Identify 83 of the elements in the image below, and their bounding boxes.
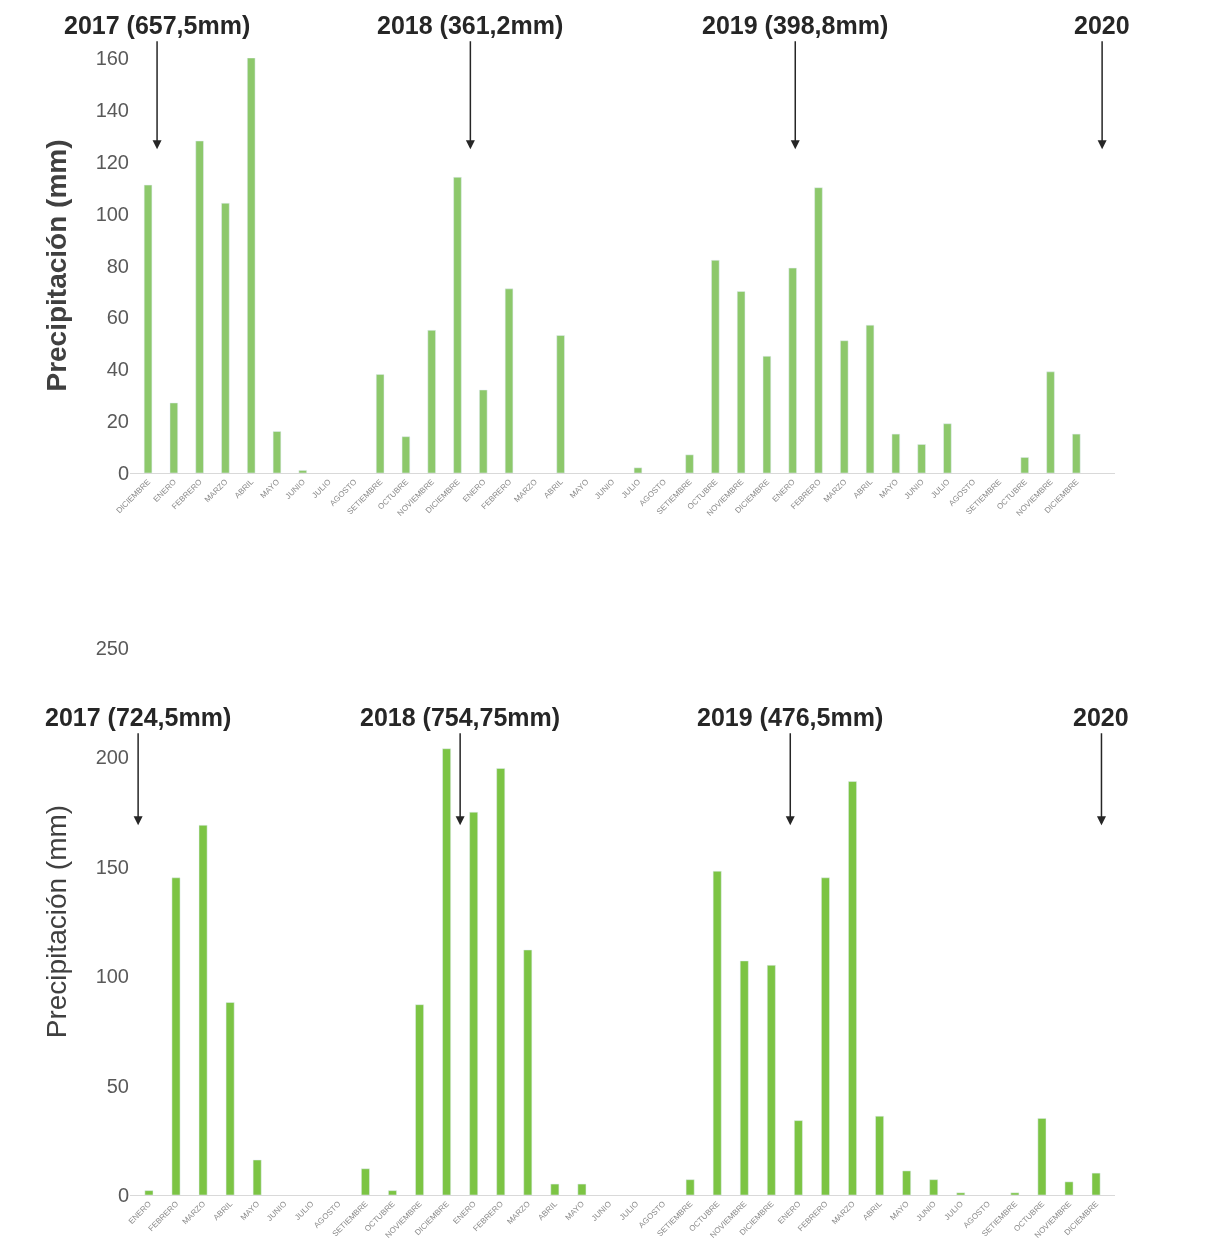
bar <box>523 949 533 1195</box>
bar <box>865 324 875 474</box>
annotation: 2017 (724,5mm) <box>45 703 232 731</box>
bar <box>198 825 208 1195</box>
bar <box>788 267 797 474</box>
bar <box>221 203 230 474</box>
bar <box>550 1183 560 1195</box>
y-tick-label: 0 <box>117 462 129 485</box>
bar <box>496 768 506 1195</box>
bar <box>504 288 514 474</box>
bar <box>144 1190 154 1195</box>
bar <box>929 1179 938 1195</box>
y-tick-label: 40 <box>106 358 129 381</box>
bar <box>252 1159 262 1195</box>
text: 2018 (361,2mm) <box>377 11 564 39</box>
text: 2020 <box>1074 11 1130 39</box>
y-tick-label: 200 <box>95 746 129 769</box>
bar <box>821 877 830 1195</box>
bar <box>401 436 411 474</box>
bar <box>415 1004 424 1195</box>
y-axis-title: Precipitación (mm) <box>41 804 73 1039</box>
bar <box>1064 1181 1074 1195</box>
bar <box>685 1179 695 1195</box>
text: 2017 (657,5mm) <box>64 11 251 39</box>
y-axis-title: Precipitación (mm) <box>41 139 73 392</box>
annotation: 2018 (754,75mm) <box>360 703 561 731</box>
bar <box>956 1192 966 1195</box>
bar <box>1037 1118 1047 1195</box>
annotation: 2019 (476,5mm) <box>697 703 884 731</box>
bar <box>739 960 749 1195</box>
bar <box>767 965 776 1195</box>
bar <box>685 454 694 474</box>
bar <box>225 1002 235 1195</box>
bar <box>711 260 720 474</box>
bar <box>298 470 307 474</box>
bar <box>902 1170 911 1195</box>
bar <box>891 433 900 474</box>
bar <box>943 423 952 474</box>
bar <box>169 402 178 474</box>
bar <box>272 431 282 474</box>
bar <box>453 177 462 474</box>
y-tick-label: 0 <box>117 1184 129 1206</box>
y-tick-label: 60 <box>106 306 129 329</box>
bar <box>762 356 772 474</box>
bar <box>814 187 823 474</box>
y-tick-label: 100 <box>95 202 129 225</box>
bar <box>388 1190 397 1195</box>
y-tick-label: 50 <box>106 1074 129 1097</box>
bar <box>577 1183 587 1195</box>
bar <box>794 1120 803 1195</box>
bar <box>917 444 926 474</box>
bar <box>875 1115 884 1195</box>
bar <box>171 877 181 1195</box>
y-tick-label: 100 <box>95 965 129 988</box>
y-tick-label: 140 <box>95 98 129 121</box>
text: 2019 (398,8mm) <box>702 11 889 39</box>
bar <box>1072 433 1081 474</box>
bar <box>1091 1172 1101 1195</box>
y-tick-label: 20 <box>106 410 129 433</box>
y-tick-label: 150 <box>95 855 129 878</box>
bar <box>361 1168 370 1195</box>
bar <box>427 330 436 474</box>
bar <box>247 58 256 474</box>
bar <box>442 748 451 1195</box>
bar <box>1020 457 1029 474</box>
bar <box>195 140 204 474</box>
y-tick-label: 250 <box>95 637 129 660</box>
bar <box>633 467 643 474</box>
bar <box>469 811 478 1195</box>
y-tick-label: 80 <box>106 254 129 277</box>
annotation: 2020 <box>1073 703 1129 731</box>
bar <box>840 340 849 474</box>
bar <box>1010 1192 1020 1195</box>
y-tick-label: 160 <box>95 47 129 69</box>
y-tick-label: 120 <box>95 150 129 173</box>
bar <box>1046 371 1055 474</box>
bar <box>479 389 488 474</box>
bar <box>712 870 722 1195</box>
bar <box>376 374 385 474</box>
bar <box>736 291 746 474</box>
bar <box>143 184 153 474</box>
bar <box>848 781 857 1195</box>
bar <box>556 335 565 474</box>
